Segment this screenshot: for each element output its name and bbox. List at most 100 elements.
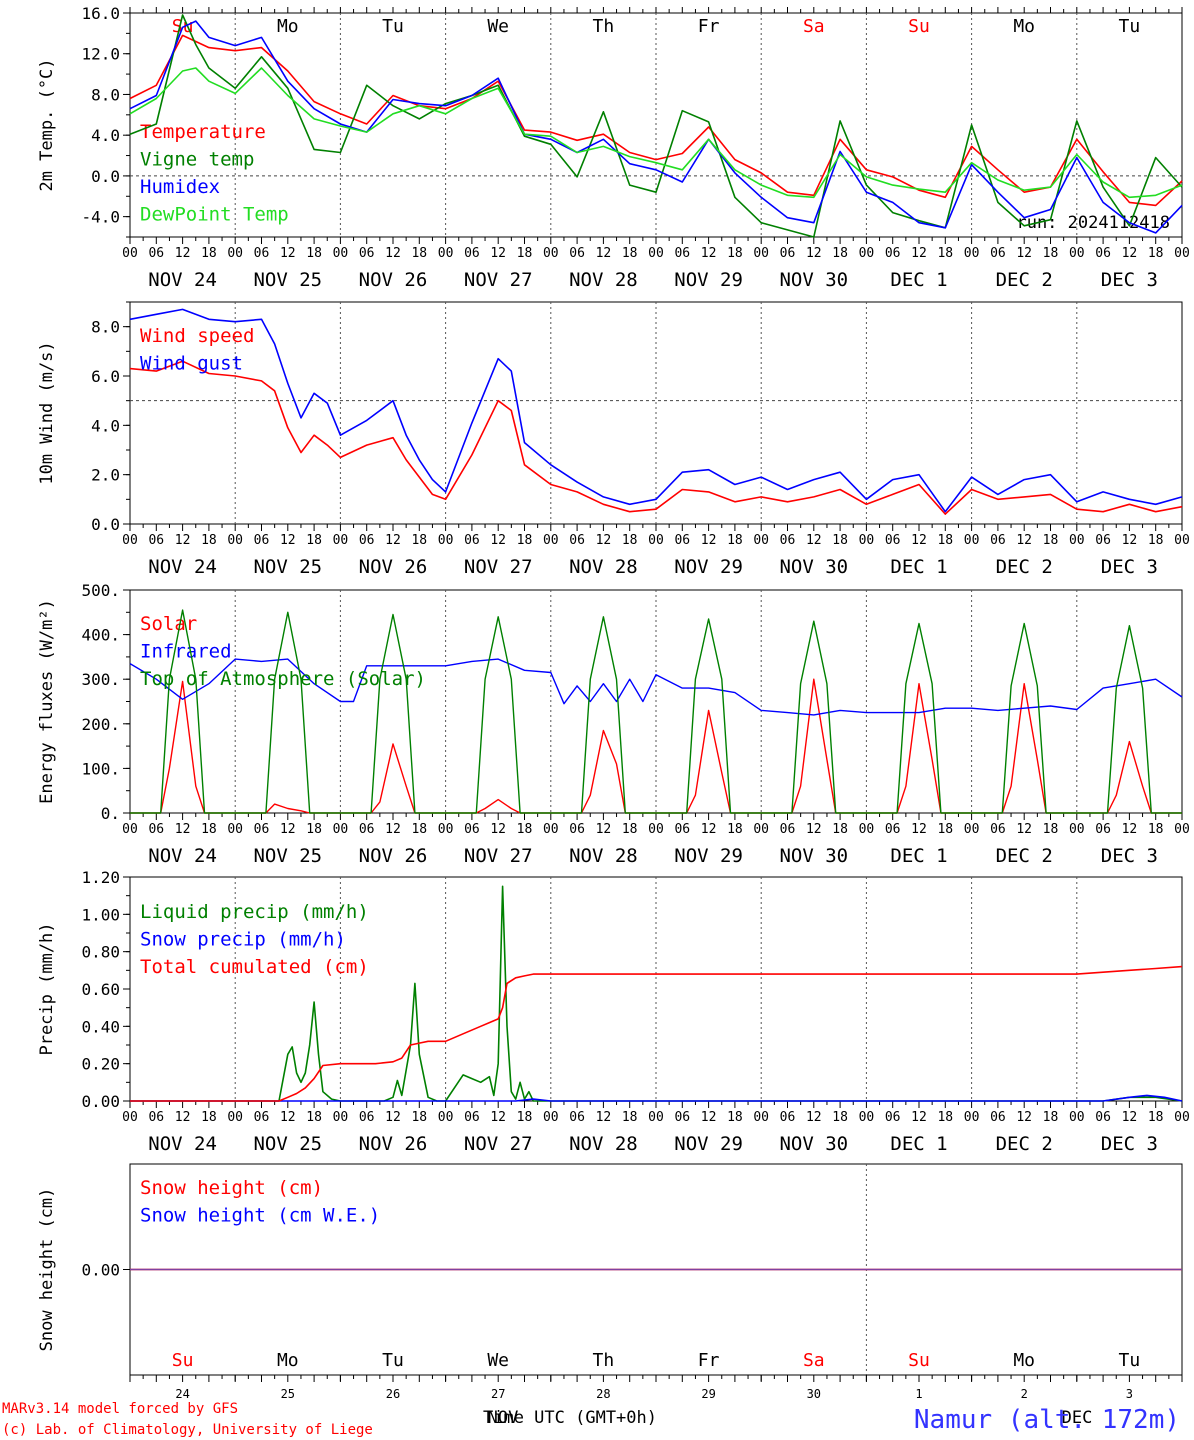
x-hour-label: 00 <box>753 1110 769 1125</box>
y-axis-label: 2m Temp. (°C) <box>37 58 57 191</box>
x-hour-label: 12 <box>385 246 401 261</box>
y-tick-label: 2.0 <box>91 466 120 485</box>
x-hour-label: 06 <box>1095 1110 1111 1125</box>
x-date-label: DEC 3 <box>1101 269 1158 291</box>
weekday-label: Tu <box>382 1350 404 1371</box>
x-hour-label: 18 <box>622 1110 638 1125</box>
x-hour-label: 00 <box>122 246 138 261</box>
y-tick-label: 400. <box>81 626 120 645</box>
weekday-label: Sa <box>803 16 825 37</box>
day-number-label: 3 <box>1126 1387 1133 1401</box>
x-hour-label: 06 <box>885 246 901 261</box>
y-axis-label: Energy fluxes (W/m²) <box>37 599 57 804</box>
x-hour-label: 18 <box>832 1110 848 1125</box>
x-hour-label: 00 <box>1174 822 1190 837</box>
x-hour-label: 12 <box>596 1110 612 1125</box>
x-hour-label: 18 <box>937 822 953 837</box>
x-hour-label: 12 <box>385 822 401 837</box>
x-hour-label: 12 <box>280 533 296 548</box>
x-date-label: NOV 24 <box>148 556 217 578</box>
x-hour-label: 12 <box>490 533 506 548</box>
x-date-label: DEC 1 <box>890 1133 947 1155</box>
x-hour-label: 06 <box>254 246 270 261</box>
x-hour-label: 18 <box>832 533 848 548</box>
x-hour-label: 12 <box>1016 533 1032 548</box>
x-date-label: NOV 27 <box>464 1133 533 1155</box>
panel-4: 1.20 1.00 0.80 0.60 0.40 0.20 0.00 Precip (mm/h… <box>37 868 1190 1155</box>
x-hour-label: 06 <box>148 1110 164 1125</box>
x-hour-label: 06 <box>780 533 796 548</box>
x-hour-label: 00 <box>1069 246 1085 261</box>
x-hour-label: 18 <box>622 822 638 837</box>
x-hour-label: 18 <box>1148 1110 1164 1125</box>
x-hour-label: 06 <box>1095 533 1111 548</box>
x-hour-label: 12 <box>911 246 927 261</box>
y-axis-label: 10m Wind (m/s) <box>37 341 57 484</box>
y-tick-label: 8.0 <box>91 318 120 337</box>
series-line <box>129 308 1183 513</box>
day-number-label: 2 <box>1021 1387 1028 1401</box>
legend-entry: Wind speed <box>140 325 254 347</box>
x-hour-label: 06 <box>780 1110 796 1125</box>
legend-entry: DewPoint Temp <box>140 204 289 226</box>
x-date-label: NOV 26 <box>359 556 428 578</box>
x-hour-label: 06 <box>359 246 375 261</box>
x-hour-label: 00 <box>648 1110 664 1125</box>
y-tick-label: 0.0 <box>91 515 120 534</box>
x-hour-label: 18 <box>937 533 953 548</box>
y-tick-label: 0.60 <box>81 980 120 999</box>
series-line <box>129 14 1183 238</box>
x-hour-label: 06 <box>359 533 375 548</box>
x-hour-label: 18 <box>1043 533 1059 548</box>
x-hour-label: 12 <box>1016 1110 1032 1125</box>
legend-entry: Top of Atmosphere (Solar) <box>140 668 426 690</box>
x-date-label: NOV 30 <box>779 1133 848 1155</box>
x-hour-label: 12 <box>175 1110 191 1125</box>
x-hour-label: 18 <box>517 533 533 548</box>
legend-entry: Infrared <box>140 641 232 663</box>
x-hour-label: 00 <box>648 822 664 837</box>
y-tick-label: 0.40 <box>81 1017 120 1036</box>
x-hour-label: 06 <box>569 1110 585 1125</box>
month-overlay-nov: NOV <box>488 1408 519 1428</box>
x-date-label: NOV 29 <box>674 845 743 867</box>
x-hour-label: 12 <box>490 1110 506 1125</box>
x-hour-label: 12 <box>596 533 612 548</box>
series-line <box>129 34 1183 207</box>
panel-1: 16.0 12.0 8.0 4.0 0.0 -4.0 2m Temp. (°C) 00 06 12… <box>37 4 1190 291</box>
x-hour-label: 18 <box>622 246 638 261</box>
x-hour-label: 12 <box>1122 533 1138 548</box>
x-hour-label: 12 <box>175 533 191 548</box>
day-number-label: 25 <box>281 1387 295 1401</box>
x-hour-label: 00 <box>543 822 559 837</box>
x-date-label: NOV 24 <box>148 845 217 867</box>
x-hour-label: 18 <box>1043 1110 1059 1125</box>
x-hour-label: 06 <box>464 533 480 548</box>
x-hour-label: 12 <box>701 1110 717 1125</box>
x-hour-label: 12 <box>1122 246 1138 261</box>
y-tick-label: 0.20 <box>81 1055 120 1074</box>
y-tick-label: 4.0 <box>91 416 120 435</box>
x-hour-label: 18 <box>1043 246 1059 261</box>
x-date-label: NOV 26 <box>359 269 428 291</box>
x-hour-label: 06 <box>1095 246 1111 261</box>
x-hour-label: 00 <box>333 1110 349 1125</box>
month-overlay-dec: DEC <box>1062 1408 1093 1428</box>
legend-entry: Snow height (cm) <box>140 1177 323 1199</box>
weekday-label: We <box>487 16 509 37</box>
legend-entry: Vigne temp <box>140 149 254 171</box>
x-hour-label: 18 <box>201 246 217 261</box>
weekday-label: Tu <box>382 16 404 37</box>
y-tick-label: 500. <box>81 581 120 600</box>
weekday-label: Mo <box>1013 1350 1035 1371</box>
weekday-label: Sa <box>803 1350 825 1371</box>
x-hour-label: 00 <box>333 822 349 837</box>
x-hour-label: 12 <box>490 246 506 261</box>
x-hour-label: 18 <box>411 1110 427 1125</box>
x-hour-label: 18 <box>517 246 533 261</box>
day-number-label: 30 <box>807 1387 821 1401</box>
x-hour-label: 12 <box>1016 822 1032 837</box>
x-date-label: DEC 2 <box>996 269 1053 291</box>
x-hour-label: 06 <box>990 533 1006 548</box>
credit-line-1: MARv3.14 model forced by GFS <box>2 1401 238 1417</box>
